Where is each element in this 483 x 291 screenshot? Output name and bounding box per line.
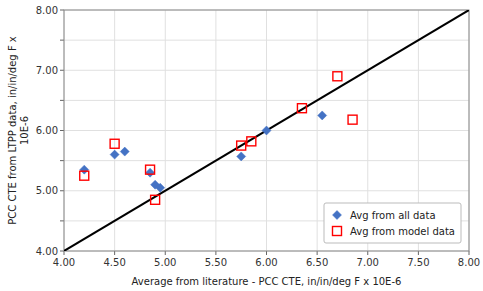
legend-label: Avg from model data: [350, 226, 455, 237]
tick: [60, 130, 64, 131]
tick-label: 6.50: [306, 257, 328, 268]
tick-label: 4.50: [103, 257, 125, 268]
grid-line: [64, 40, 469, 41]
tick-label: 5.50: [205, 257, 227, 268]
point: [318, 111, 327, 120]
tick: [418, 251, 419, 255]
tick: [317, 251, 318, 255]
tick-label: 7.50: [407, 257, 429, 268]
grid-line: [64, 160, 469, 161]
point: [247, 137, 256, 146]
point: [80, 171, 89, 180]
point: [348, 115, 357, 124]
point: [237, 152, 246, 161]
grid: [64, 10, 469, 251]
tick: [114, 251, 115, 255]
tick: [60, 220, 64, 221]
point: [146, 168, 155, 177]
tick: [60, 40, 64, 41]
tick-label: 5.00: [36, 185, 58, 196]
point: [146, 165, 155, 174]
y-axis-label: PCC CTE from LTPP data, in/in/deg F x10E…: [7, 36, 30, 225]
legend-label: Avg from all data: [350, 210, 436, 221]
legend: Avg from all data Avg from model data: [324, 203, 461, 243]
point-series: [80, 72, 357, 205]
tick-label: 8.00: [458, 257, 480, 268]
point: [80, 165, 89, 174]
tick-label: 7.00: [36, 65, 58, 76]
grid-line: [64, 70, 469, 71]
point: [110, 139, 119, 148]
tick: [60, 190, 64, 191]
tick: [165, 251, 166, 255]
tick-label: 8.00: [36, 5, 58, 16]
tick: [60, 251, 64, 252]
tick: [60, 70, 64, 71]
tick: [215, 251, 216, 255]
point: [151, 195, 160, 204]
legend-swatch: [333, 211, 342, 220]
point: [156, 183, 165, 192]
tick: [367, 251, 368, 255]
grid-line: [64, 100, 469, 101]
point: [262, 126, 271, 135]
point: [120, 147, 129, 156]
tick: [60, 160, 64, 161]
tick-label: 6.00: [36, 125, 58, 136]
plot-area: [64, 10, 469, 251]
tick: [266, 251, 267, 255]
tick-label: 4.00: [53, 257, 75, 268]
axis-frame: [64, 10, 469, 251]
equality-line: [64, 10, 469, 251]
y-axis-label-line: PCC CTE from LTPP data, in/in/deg F x: [7, 36, 18, 225]
y-axis-label-line: 10E-6: [19, 116, 30, 145]
tick: [64, 251, 65, 255]
x-axis-label: Average from literature - PCC CTE, in/in…: [132, 276, 402, 287]
tick-label: 6.00: [255, 257, 277, 268]
point: [110, 150, 119, 159]
marks: [64, 10, 469, 251]
point-series: [80, 111, 327, 192]
tick-label: 7.00: [357, 257, 379, 268]
point: [237, 141, 246, 150]
grid-line: [64, 190, 469, 191]
chart: 4.00 4.50 5.00 5.50 6.00 6.50 7.00 7.50 8.00 4.00…: [0, 0, 483, 291]
tick: [469, 251, 470, 255]
point: [333, 72, 342, 81]
legend-swatch: [333, 227, 342, 236]
tick-label: 4.00: [36, 246, 58, 257]
tick-label: 5.00: [154, 257, 176, 268]
tick: [60, 100, 64, 101]
point: [297, 104, 306, 113]
tick: [60, 10, 64, 11]
legend-box: [324, 203, 461, 243]
